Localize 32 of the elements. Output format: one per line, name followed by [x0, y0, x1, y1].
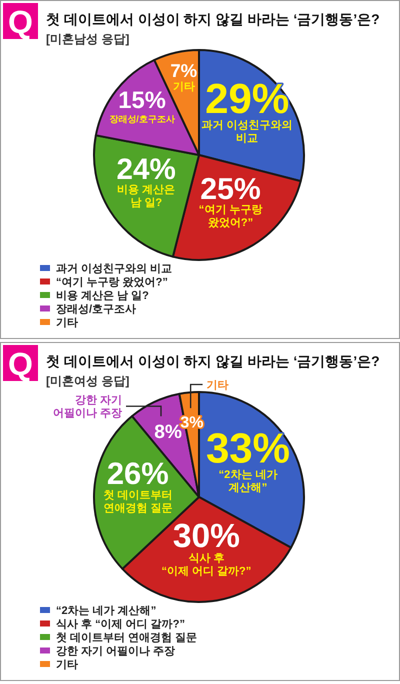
slice-label: 기타: [206, 379, 229, 392]
legend-label: 강한 자기 어필이나 주장: [56, 646, 176, 658]
slice-label: 식사 후 “이제 어디 갈까?”: [161, 552, 252, 578]
legend-label: 과거 이성친구와의 비교: [56, 263, 172, 275]
slice-label: 과거 이성친구와의 비교: [202, 119, 293, 144]
slice-label: “2차는 네가 계산해”: [218, 468, 278, 494]
data-label: 8%: [154, 422, 182, 444]
data-label: 24%: [116, 152, 176, 186]
legend-label: 장래성/호구조사: [56, 304, 136, 316]
text: Q: [8, 4, 33, 40]
data-label: 15%: [118, 87, 166, 114]
legend-label: “여기 누구랑 왔었어?”: [56, 276, 168, 288]
chart-subtitle: [미혼남성 응답]: [46, 32, 130, 46]
legend-label: 첫 데이트부터 연애경험 질문: [56, 632, 198, 644]
chart-title: 첫 데이트에서 이성이 하지 않길 바라는 ‘금기행동’은?: [46, 353, 380, 369]
slice-label: 강한 자기 어필이나 주장: [52, 394, 122, 420]
slice-label: 비용 계산은 남 일?: [117, 184, 176, 210]
text: Q: [8, 346, 33, 382]
slice-label: 첫 데이트부터 연애경험 질문: [103, 489, 172, 514]
data-label: 26%: [106, 456, 169, 491]
chart-subtitle: [미혼여성 응답]: [46, 374, 130, 388]
legend-label: “2차는 네가 계산해”: [56, 605, 156, 617]
legend-label: 비용 계산은 남 일?: [56, 290, 150, 302]
legend-label: 식사 후 “이제 어디 갈까?”: [56, 618, 185, 630]
slice-label: 기타: [172, 80, 195, 93]
chart-title: 첫 데이트에서 이성이 하지 않길 바라는 ‘금기행동’은?: [46, 11, 380, 27]
slice-label: “여기 누구랑 왔었어?”: [198, 204, 262, 230]
data-label: 25%: [200, 172, 261, 206]
legend-label: 기타: [56, 317, 78, 329]
data-label: 7%: [170, 60, 198, 81]
slice-label: 장래성/호구조사: [109, 114, 175, 124]
legend-label: 기타: [56, 659, 78, 671]
